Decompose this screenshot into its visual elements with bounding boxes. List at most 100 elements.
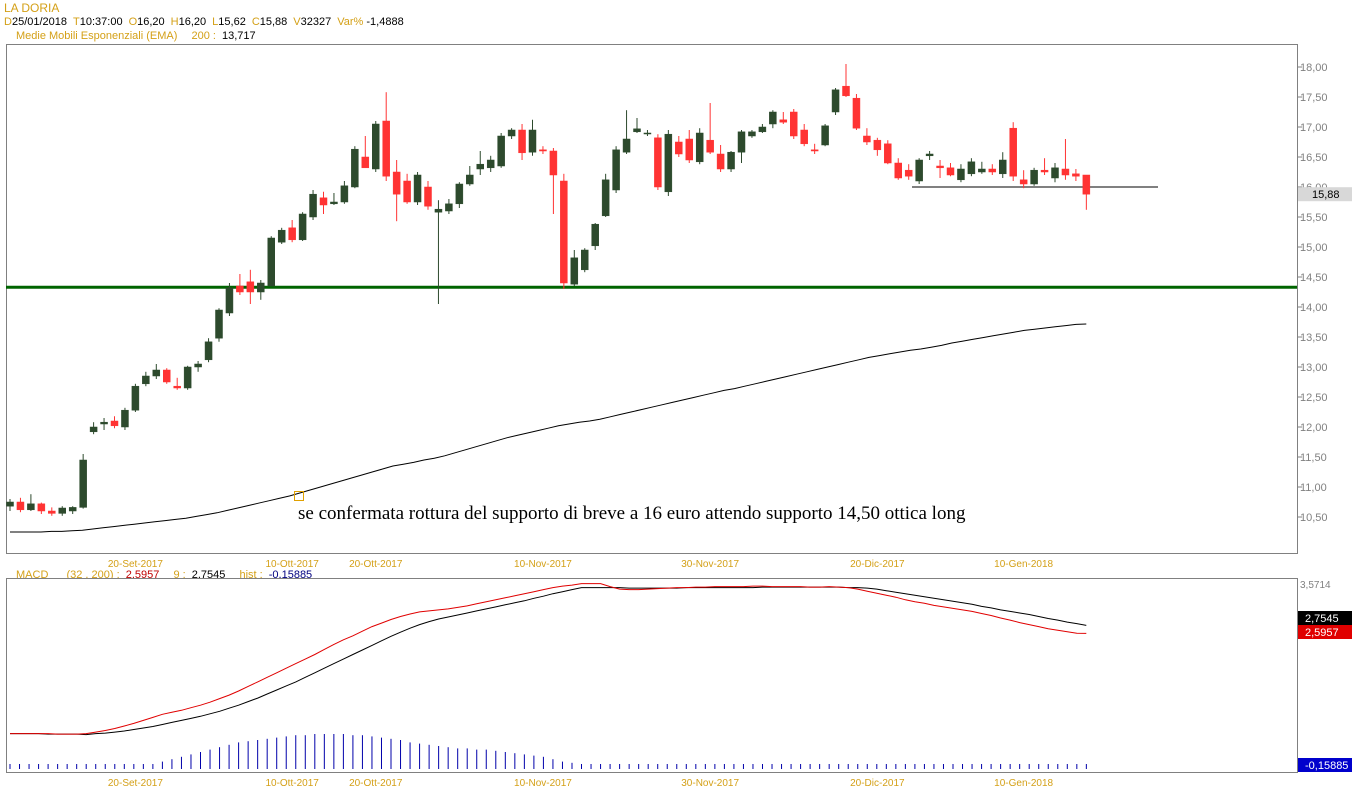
price-x-tick-label: 20-Dic-2017 xyxy=(850,559,905,570)
candle-body xyxy=(413,174,422,203)
macd-x-tick-label: 20-Dic-2017 xyxy=(850,778,905,789)
macd-x-tick-label: 20-Ott-2017 xyxy=(349,778,403,789)
candle-body xyxy=(810,149,819,152)
candle-body xyxy=(351,148,359,188)
hist-last-label-box xyxy=(1298,758,1352,772)
candle-body xyxy=(612,149,620,191)
macd-x-tick-label: 10-Nov-2017 xyxy=(514,778,572,789)
candle-body xyxy=(884,143,892,164)
ema-value: 13,717 xyxy=(222,30,256,42)
candle-body xyxy=(737,131,746,153)
quote-field: H16,20 xyxy=(171,16,206,28)
candle-body xyxy=(999,159,1007,175)
price-y-axis: 10,50 11,00 11,50 12,00 12,50 13,00 13,50 14,00… xyxy=(1297,62,1352,524)
quote-field: T10:37:00 xyxy=(73,16,123,28)
x-axis: 20-Set-2017 20-Set-2017 10-Ott-2017 10-Ott-… xyxy=(108,559,1054,789)
macd-x-tick-label: 10-Gen-2018 xyxy=(994,778,1053,789)
price-tick-label: 13,50 xyxy=(1300,332,1328,344)
candle-body xyxy=(309,193,317,218)
price-tick-label: 11,00 xyxy=(1300,482,1327,494)
candle-body xyxy=(152,369,161,377)
candle-body xyxy=(581,249,589,271)
candle-body xyxy=(528,129,537,153)
price-tick-label: 14,50 xyxy=(1300,272,1328,284)
price-tick-label: 17,00 xyxy=(1300,122,1328,134)
candle-body xyxy=(1019,179,1028,185)
candle-body xyxy=(748,131,756,137)
price-tick-label: 11,50 xyxy=(1300,452,1327,464)
candle-body xyxy=(727,151,735,170)
annotation-anchor xyxy=(294,491,304,501)
candle-body xyxy=(257,282,265,293)
quote-field: L15,62 xyxy=(212,16,246,28)
quote-value: -1,4888 xyxy=(363,16,404,28)
candle-body xyxy=(403,180,411,203)
candle-body xyxy=(758,126,767,133)
quote-field: O16,20 xyxy=(129,16,165,28)
candle-body xyxy=(654,137,662,188)
support-layer xyxy=(6,186,1297,289)
hist-last-label: -0,15885 xyxy=(1305,760,1348,772)
candle-body xyxy=(1009,127,1017,177)
candle-body xyxy=(142,375,150,385)
macd-signal-line xyxy=(10,586,1087,736)
candle-body xyxy=(476,163,484,170)
quote-line: D25/01/2018 T10:37:00 O16,20 H16,20 L15,62 C1… xyxy=(4,16,410,28)
candle-body xyxy=(957,168,965,181)
ema-label: Medie Mobili Esponenziali (EMA) xyxy=(16,30,178,42)
price-tick-label: 14,00 xyxy=(1300,302,1328,314)
candle-body xyxy=(863,135,871,143)
candle-body xyxy=(361,156,370,169)
candle-body xyxy=(1082,174,1091,195)
candle-body xyxy=(539,149,547,152)
macd-panel xyxy=(6,578,1298,773)
macd-last-label: 2,5957 xyxy=(1305,627,1339,639)
price-panel xyxy=(6,44,1298,554)
candle-body xyxy=(131,385,140,411)
candle-body xyxy=(643,132,652,135)
price-tick-label: 12,50 xyxy=(1300,392,1328,404)
candle-body xyxy=(372,123,380,170)
quote-value: 32327 xyxy=(300,16,332,28)
macd-last-label-box xyxy=(1298,625,1352,639)
quote-value: 16,20 xyxy=(178,16,207,28)
candle-body xyxy=(16,501,25,511)
candle-body xyxy=(298,213,307,241)
candle-body xyxy=(988,168,997,173)
candle-body xyxy=(434,208,443,213)
price-tick-label: 12,00 xyxy=(1300,422,1328,434)
price-tick-label: 17,50 xyxy=(1300,92,1328,104)
annotation-text: se confermata rottura del supporto di br… xyxy=(298,503,966,524)
macd-x-tick-label: 30-Nov-2017 xyxy=(681,778,739,789)
candle-body xyxy=(769,111,777,125)
candle-body xyxy=(842,85,850,97)
candle-body xyxy=(790,111,798,137)
candle-body xyxy=(591,223,599,247)
candle-body xyxy=(163,369,171,383)
price-x-tick-label: 10-Ott-2017 xyxy=(265,559,319,570)
price-tick-label: 16,50 xyxy=(1300,152,1328,164)
price-tick-label: 13,00 xyxy=(1300,362,1328,374)
candle-body xyxy=(68,507,77,512)
candle-body xyxy=(675,141,683,155)
candle-body xyxy=(622,138,631,153)
candle-body xyxy=(382,120,390,177)
quote-value: 15,88 xyxy=(259,16,288,28)
signal-last-label: 2,7545 xyxy=(1305,613,1339,625)
candle-body xyxy=(497,135,505,167)
candle-body xyxy=(967,161,976,175)
quote-key: H xyxy=(170,16,179,28)
candle-body xyxy=(925,153,934,157)
candle-body xyxy=(904,169,913,177)
candle-body xyxy=(6,501,14,507)
candle-body xyxy=(445,203,453,212)
quote-value: 10:37:00 xyxy=(79,16,123,28)
macd-x-tick-label: 10-Ott-2017 xyxy=(265,778,319,789)
quote-key: T xyxy=(73,16,80,28)
candle-body xyxy=(466,174,474,185)
candle-body xyxy=(277,229,286,243)
candle-body xyxy=(852,97,861,129)
candle-body xyxy=(1030,169,1038,185)
price-tick-label: 10,50 xyxy=(1300,512,1328,524)
